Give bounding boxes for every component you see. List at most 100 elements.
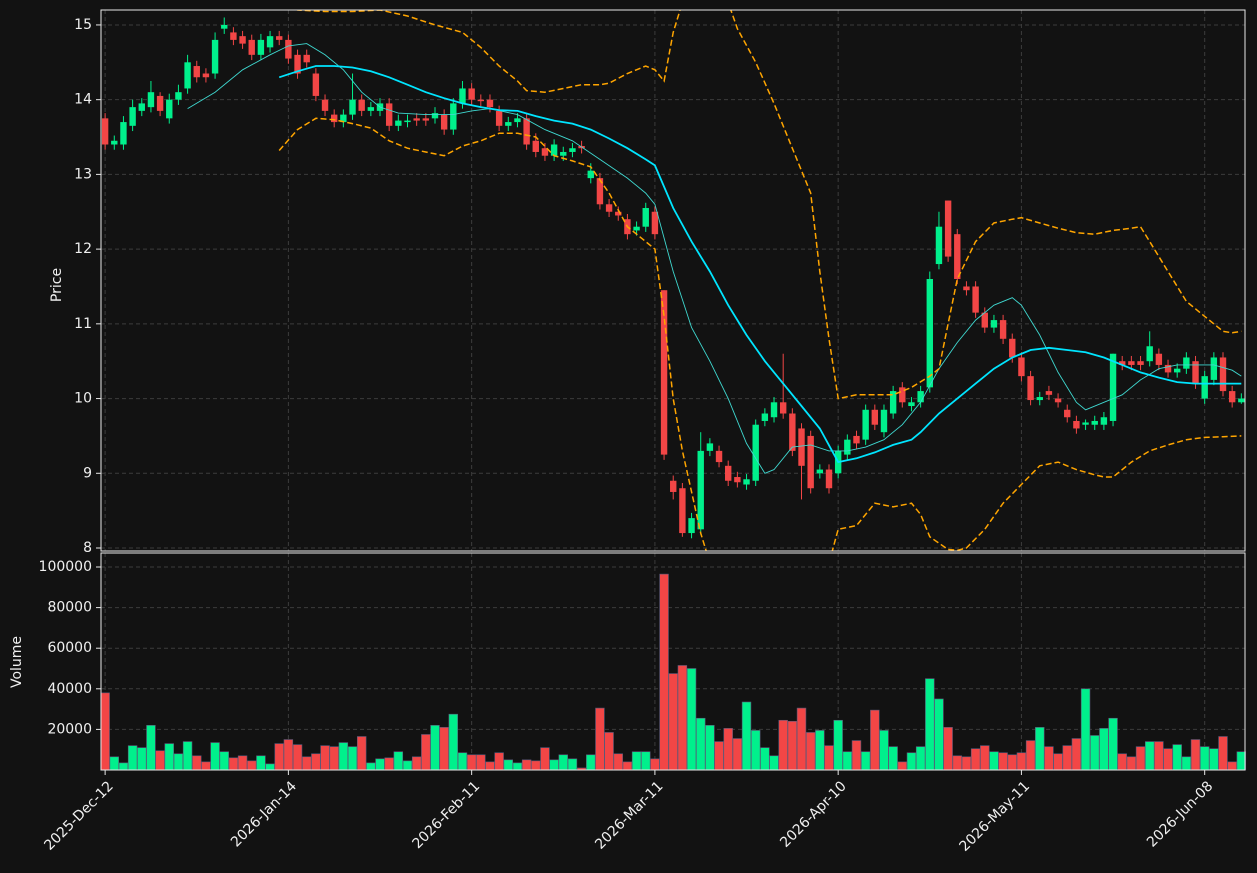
y-tick-label: 100000 [39,559,92,575]
volume-bar [833,719,843,771]
volume-bar [283,739,294,771]
candle-body [330,114,338,123]
volume-bar [659,573,669,771]
volume-bar [118,762,129,771]
candle-body [954,234,961,280]
volume-bar [595,707,605,771]
candle-body [523,118,530,145]
candle-body [395,120,402,126]
volume-bar [1090,735,1100,771]
volume-bar [1016,752,1027,771]
volume-bar [127,745,138,771]
candle-body [908,402,915,407]
candle-body [312,73,320,96]
volume-bar [1062,745,1072,771]
candle-body [1238,398,1245,403]
candle-body [1109,353,1117,421]
candle-body [560,151,567,156]
y-tick-label: 13 [74,166,92,182]
y-tick-label: 9 [83,465,92,481]
y-tick-label: 20000 [47,721,92,737]
candle-body [972,286,979,313]
candle-body [532,140,539,152]
candle-body [862,409,869,440]
volume-bar [1181,756,1192,771]
candle-body [486,99,494,108]
volume-bar [402,760,413,771]
candle-body [459,88,466,104]
volume-bar [411,756,422,771]
volume-bar [109,756,119,771]
candle-body [1219,357,1227,392]
volume-bar [503,759,513,771]
volume-bar [1053,753,1063,771]
volume-bar [384,757,394,771]
volume-bar [476,754,486,771]
volume-bar [347,746,358,771]
volume-bar [100,692,110,771]
volume-bar [815,730,825,771]
volume-bar [934,698,944,771]
volume-bar [769,755,779,771]
candle-body [660,290,668,455]
volume-bar [1025,740,1036,771]
volume-bar [842,751,853,771]
candle-body [101,118,109,145]
candle-body [880,409,888,433]
candle-body [761,413,769,421]
volume-bar [796,707,807,771]
volume-bar [466,754,477,771]
candle-body [798,428,805,466]
volume-bar [210,742,220,771]
volume-bar [641,751,651,771]
candle-body [404,120,411,123]
candle-body [477,99,485,102]
candle-body [825,469,833,489]
candle-body [340,114,347,123]
volume-bar [613,753,623,771]
candle-body [1128,361,1135,365]
candle-body [651,211,659,235]
volume-bar [805,732,816,771]
candle-body [147,92,155,108]
candle-body [230,32,237,40]
volume-bar [998,752,1008,771]
volume-bar [292,744,303,771]
y-tick-label: 15 [74,17,92,33]
candle-body [239,36,246,44]
candle-body [257,39,265,55]
y-tick-label: 8 [83,540,92,556]
candle-body [175,92,182,100]
candle-body [505,122,512,126]
candle-body [706,443,714,451]
candle-body [1146,346,1153,362]
candle-body [679,488,686,534]
volume-bar [256,755,266,771]
volume-bar [1145,741,1155,771]
candle-body [770,402,778,418]
candle-body [752,424,759,481]
volume-bar [329,746,339,771]
candle-body [587,170,594,179]
volume-bar [182,741,193,771]
y-tick-label: 60000 [47,640,92,656]
volume-bar [1236,751,1247,771]
candle-body [285,39,292,59]
candle-body [266,36,274,48]
volume-bar [164,743,174,771]
volume-bar [586,754,596,771]
candle-body [596,178,604,205]
volume-bar [320,745,330,771]
volume-bar [668,673,678,771]
volume-bar [1163,748,1173,771]
candle-body [807,435,814,489]
candle-body [779,402,787,414]
volume-bar [677,665,688,771]
y-tick-label: 10 [74,391,92,407]
candle-body [358,99,365,111]
y-tick-label: 40000 [47,681,92,697]
volume-bar [925,678,935,771]
indicator-line [278,65,1242,464]
volume-bar [192,755,202,771]
volume-bar [897,761,908,771]
